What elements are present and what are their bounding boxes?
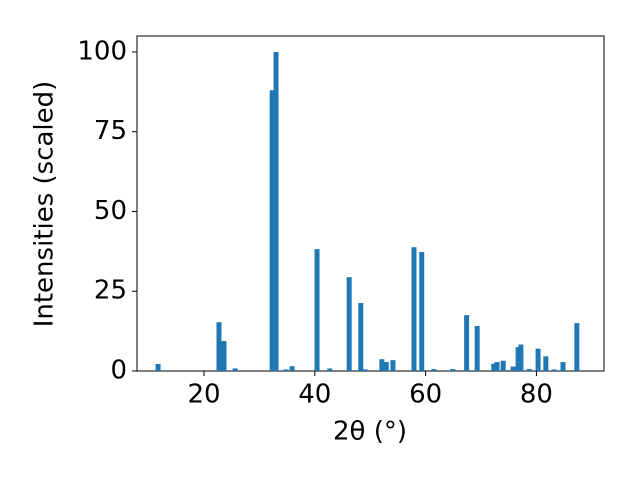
bar xyxy=(327,368,333,371)
bar xyxy=(358,303,364,371)
y-tick-label: 50 xyxy=(94,196,127,226)
bar xyxy=(390,360,396,371)
bar xyxy=(221,341,227,371)
bar xyxy=(419,251,425,371)
bar xyxy=(411,247,417,371)
y-tick-label: 0 xyxy=(110,356,127,386)
x-axis-label: 2θ (°) xyxy=(333,417,407,447)
bar xyxy=(269,90,275,371)
bar xyxy=(314,249,320,371)
bar xyxy=(526,369,532,371)
bar xyxy=(551,369,557,371)
x-tick-label: 40 xyxy=(298,380,331,410)
plot-frame xyxy=(136,35,605,372)
bar xyxy=(494,362,500,371)
bar xyxy=(283,369,289,371)
bar xyxy=(515,347,521,371)
x-tick-label: 80 xyxy=(520,380,553,410)
y-axis-label: Intensities (scaled) xyxy=(30,81,60,328)
bar xyxy=(155,363,161,371)
bar xyxy=(431,369,437,371)
bar xyxy=(450,369,456,371)
bar xyxy=(510,366,516,371)
bar xyxy=(560,362,566,371)
bar xyxy=(379,359,385,371)
bar xyxy=(543,356,549,371)
bar xyxy=(232,368,238,371)
bar xyxy=(500,360,506,371)
y-tick-label: 25 xyxy=(94,276,127,306)
bar xyxy=(289,366,295,371)
x-tick-label: 20 xyxy=(187,380,220,410)
y-tick-label: 100 xyxy=(77,36,127,66)
x-tick-label: 60 xyxy=(409,380,442,410)
bar xyxy=(464,315,470,371)
bar xyxy=(574,323,580,371)
bar xyxy=(273,51,279,371)
bar xyxy=(216,322,222,371)
bar xyxy=(383,362,389,371)
bar xyxy=(535,348,541,371)
y-tick-label: 75 xyxy=(94,116,127,146)
bar xyxy=(346,277,352,371)
bar xyxy=(362,369,368,371)
bar xyxy=(491,363,497,371)
bar xyxy=(474,326,480,371)
bar xyxy=(518,344,524,371)
